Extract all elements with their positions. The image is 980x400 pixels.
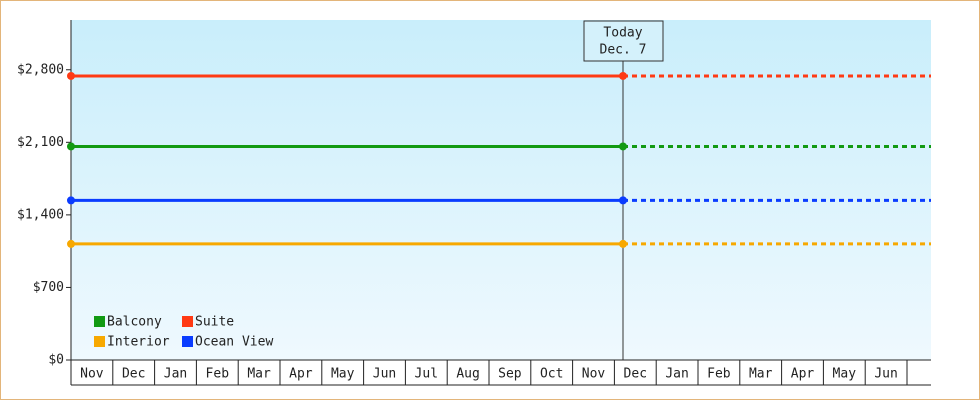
y-tick-label: $1,400 [17, 207, 64, 222]
point [619, 239, 627, 248]
legend-label: Suite [195, 315, 234, 330]
point [619, 71, 627, 80]
today-box [583, 20, 664, 62]
x-tick-label: Jan [665, 367, 688, 382]
legend-swatch [182, 316, 193, 327]
point [67, 142, 75, 151]
legend-label: Balcony [107, 315, 162, 330]
today-label: Today [603, 26, 642, 41]
legend-swatch [94, 316, 105, 327]
x-tick-label: Aug [456, 367, 479, 382]
x-tick-label: Dec [122, 367, 145, 382]
x-tick-label: Nov [582, 367, 606, 382]
today-label: Dec. 7 [600, 43, 647, 58]
x-tick-label: May [833, 367, 857, 382]
x-tick-label: Nov [80, 367, 104, 382]
x-tick-label: Oct [540, 367, 563, 382]
x-tick-label: Feb [707, 367, 731, 382]
y-tick-label: $0 [48, 353, 64, 368]
y-tick-label: $2,800 [17, 62, 64, 77]
x-tick-label: Sep [498, 367, 522, 382]
x-tick-label: Apr [289, 367, 313, 382]
x-tick-label: Jun [874, 367, 897, 382]
x-tick-label: Jun [373, 367, 396, 382]
x-tick-label: Mar [749, 367, 773, 382]
x-tick-label: Apr [791, 367, 815, 382]
legend-swatch [182, 336, 193, 347]
point [619, 196, 627, 205]
x-tick-label: Feb [206, 367, 230, 382]
y-tick-label: $2,100 [17, 135, 64, 150]
x-tick-label: Mar [247, 367, 271, 382]
legend-swatch [94, 336, 105, 347]
point [67, 196, 75, 205]
point [67, 71, 75, 80]
legend-label: Interior [107, 335, 170, 350]
point [619, 142, 627, 151]
plot-area [71, 20, 931, 360]
x-tick-label: Dec [624, 367, 647, 382]
y-tick-label: $700 [33, 280, 64, 295]
legend-label: Ocean View [195, 335, 273, 350]
x-tick-label: Jan [164, 367, 187, 382]
point [67, 239, 75, 248]
x-tick-label: May [331, 367, 355, 382]
x-tick-label: Jul [415, 367, 438, 382]
